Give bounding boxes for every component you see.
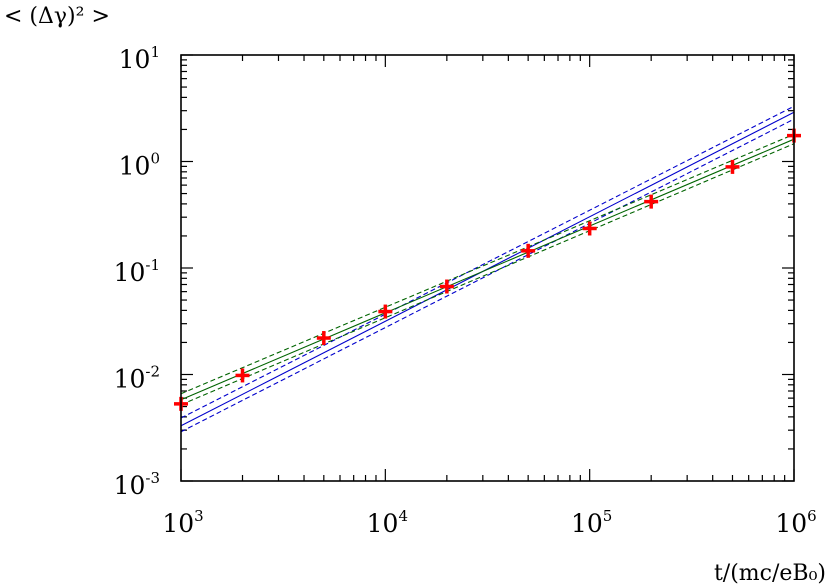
tick-labels: 103 104 105 106 10-3 10-2 10-1 100 101	[114, 43, 817, 538]
x-tick-label: 104	[367, 507, 408, 538]
data-point	[439, 279, 454, 294]
data-point	[378, 304, 393, 319]
fit-bound-line	[180, 133, 795, 395]
data-point	[316, 331, 331, 346]
series-layer	[174, 105, 801, 433]
data-point	[725, 159, 740, 174]
x-axis-label: t/(mc/eB₀)	[714, 561, 826, 586]
y-tick-label: 10-3	[114, 469, 160, 500]
plot-frame	[180, 54, 795, 482]
data-point	[521, 243, 536, 258]
data-point	[235, 368, 250, 383]
fit-bound-line	[180, 105, 795, 419]
x-tick-label: 105	[571, 507, 612, 538]
axis-ticks	[180, 54, 795, 482]
y-tick-label: 10-2	[114, 363, 160, 394]
y-tick-label: 101	[119, 43, 160, 74]
data-point	[644, 194, 659, 209]
fit-bound-line	[180, 118, 795, 433]
fit-line	[180, 138, 795, 401]
y-axis-label: < (Δγ)² >	[4, 4, 110, 29]
fit-bound-line	[180, 143, 795, 406]
x-tick-label: 103	[162, 507, 203, 538]
y-tick-label: 10-1	[114, 256, 160, 287]
y-tick-label: 100	[119, 150, 160, 181]
data-point	[582, 221, 597, 236]
x-tick-label: 106	[775, 507, 816, 538]
